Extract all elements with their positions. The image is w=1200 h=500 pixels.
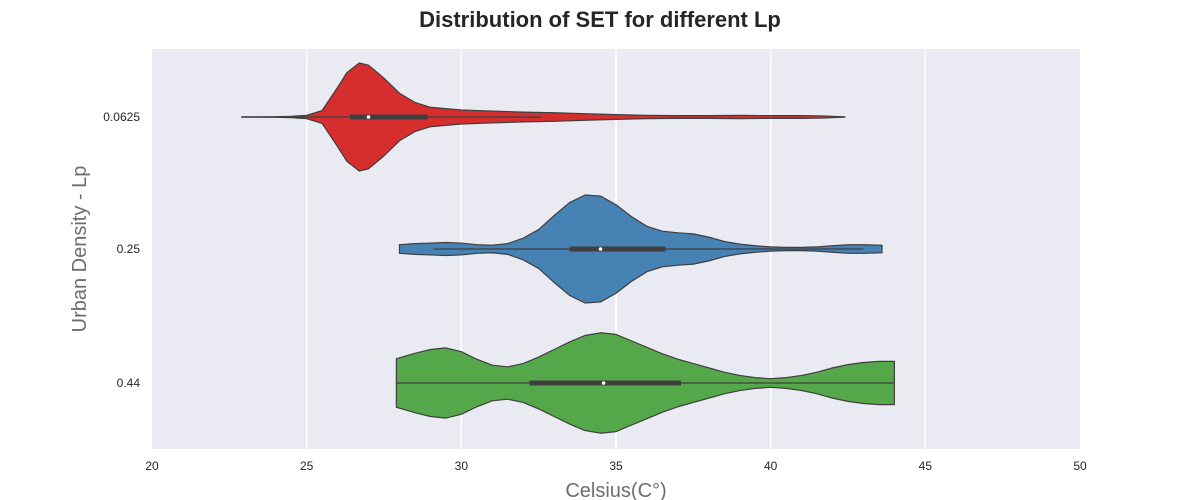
chart-title: Distribution of SET for different Lp [419,7,781,32]
x-tick-label: 20 [145,459,159,473]
x-axis-ticks: 20 25 30 35 40 45 50 [145,459,1087,473]
violin-iqr-box [349,114,428,120]
x-tick-label: 45 [919,459,933,473]
violin-body [241,62,846,172]
y-tick-label: 0.0625 [103,110,140,124]
x-tick-label: 25 [300,459,314,473]
violin-iqr-box [569,246,666,252]
x-tick-label: 30 [455,459,469,473]
x-tick-label: 50 [1073,459,1087,473]
violin-median-dot [598,247,603,251]
x-axis-label: Celsius(C°) [565,480,666,500]
x-tick-label: 35 [609,459,623,473]
y-tick-label: 0.25 [117,242,141,256]
violins [241,62,895,434]
violin-0.0625 [241,62,846,172]
violin-0.25 [398,194,883,304]
violin-median-dot [601,381,606,385]
y-axis-ticks: 0.0625 0.25 0.44 [103,110,140,390]
violin-0.44 [395,332,895,434]
x-tick-label: 40 [764,459,778,473]
y-tick-label: 0.44 [117,376,141,390]
y-axis-label: Urban Density - Lp [69,166,91,333]
violin-median-dot [366,115,371,119]
